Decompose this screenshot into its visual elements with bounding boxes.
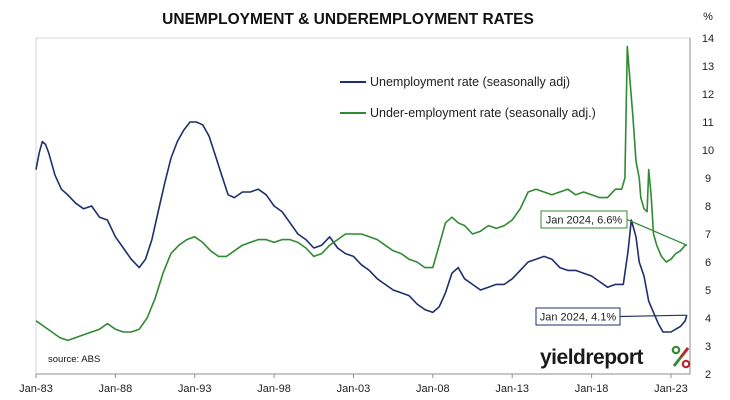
y-tick-label: 11 <box>702 117 713 129</box>
y-tick-label: 8 <box>705 201 711 213</box>
underemployment-series-line <box>35 45 687 342</box>
brand-wordmark: yieldreport <box>540 346 644 369</box>
legend-label: Unemployment rate (seasonally adj) <box>370 75 570 89</box>
y-tick-label: 7 <box>705 229 711 241</box>
y-tick-label: 6 <box>705 257 711 269</box>
x-tick-label: Jan-18 <box>575 383 609 395</box>
annotation-label: Jan 2024, 6.6% <box>546 215 623 227</box>
y-tick-label: 12 <box>702 89 714 101</box>
annotation-leader-line <box>619 314 687 318</box>
x-tick-label: Jan-08 <box>416 383 450 395</box>
percent-icon <box>671 345 691 369</box>
annotation-label: Jan 2024, 4.1% <box>540 312 617 324</box>
legend: Unemployment rate (seasonally adj) Under-… <box>340 75 596 120</box>
series-layer <box>35 45 688 342</box>
y-axis-ticks: 2 3 4 5 6 7 8 9 10 11 12 13 14 <box>702 33 714 381</box>
unemployment-series-line <box>35 121 688 333</box>
x-tick-label: Jan-83 <box>19 383 53 395</box>
x-axis-ticks: Jan-83 Jan-88 Jan-93 Jan-98 Jan-03 Jan-08 Jan-… <box>19 374 688 395</box>
x-tick-label: Jan-88 <box>99 383 133 395</box>
annotations: Jan 2024, 6.6% Jan 2024, 4.1% <box>535 210 688 326</box>
y-tick-label: 10 <box>702 145 714 157</box>
x-tick-label: Jan-03 <box>337 383 371 395</box>
x-tick-label: Jan-93 <box>178 383 212 395</box>
annotation-leader-line <box>626 218 688 246</box>
y-axis-unit: % <box>703 11 713 23</box>
annotation-box <box>540 210 628 229</box>
annotation-box <box>535 307 621 326</box>
x-tick-label: Jan-23 <box>654 383 688 395</box>
y-tick-label: 4 <box>705 313 711 325</box>
y-tick-label: 13 <box>702 61 714 73</box>
chart-title: UNEMPLOYMENT & UNDEREMPLOYMENT RATES <box>162 11 534 28</box>
source-note: source: ABS <box>48 354 100 365</box>
y-tick-label: 5 <box>705 285 711 297</box>
brand-logo: yieldreport <box>540 345 691 369</box>
y-tick-label: 14 <box>702 33 714 45</box>
legend-label: Under-employment rate (seasonally adj.) <box>370 106 596 120</box>
x-tick-label: Jan-98 <box>257 383 291 395</box>
x-tick-label: Jan-13 <box>495 383 529 395</box>
y-tick-label: 2 <box>705 369 711 381</box>
y-tick-label: 9 <box>705 173 711 185</box>
y-tick-label: 3 <box>705 341 711 353</box>
